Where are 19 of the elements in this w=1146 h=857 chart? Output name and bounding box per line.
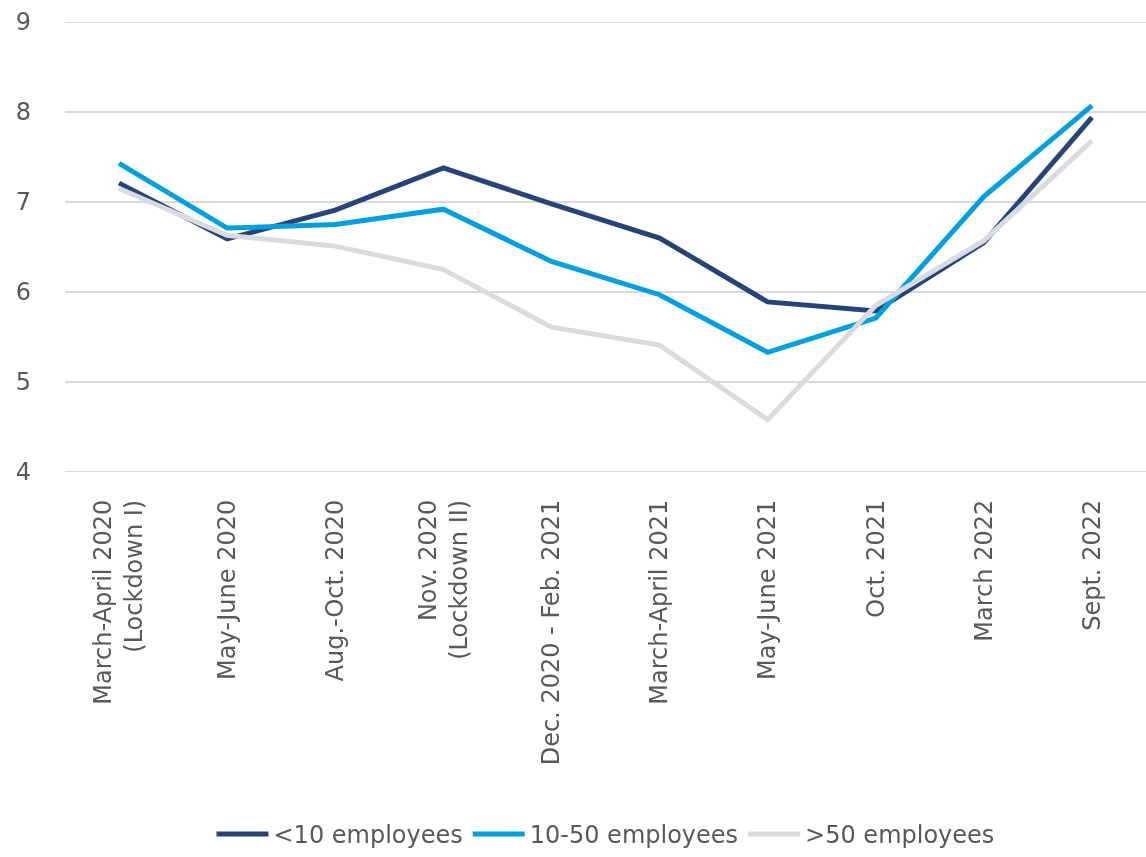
x-tick-label: March-April 2020 (Lockdown I) (89, 499, 149, 705)
x-tick-label: Oct. 2021 (861, 499, 890, 618)
x-tick-label: March 2022 (969, 499, 998, 642)
y-tick-label: 7 (15, 188, 31, 217)
x-tick-label: March-April 2021 (645, 499, 674, 705)
x-tick-label: Aug.-Oct. 2020 (321, 499, 350, 682)
y-tick-label: 4 (15, 458, 31, 487)
y-tick-label: 6 (15, 278, 31, 307)
legend-label: >50 employees (805, 821, 995, 850)
y-tick-label: 8 (15, 98, 31, 127)
x-tick-label: Dec. 2020 - Feb. 2021 (537, 499, 566, 766)
x-tick-label: Sept. 2022 (1077, 499, 1106, 631)
legend-label: 10-50 employees (529, 821, 739, 850)
y-tick-label: 9 (15, 8, 31, 37)
y-tick-label: 5 (15, 368, 31, 397)
x-tick-label: Nov. 2020 (Lockdown II) (413, 499, 473, 660)
legend-label: <10 employees (273, 821, 463, 850)
x-tick-label: May-June 2021 (753, 499, 782, 680)
x-tick-label: May-June 2020 (212, 499, 241, 680)
